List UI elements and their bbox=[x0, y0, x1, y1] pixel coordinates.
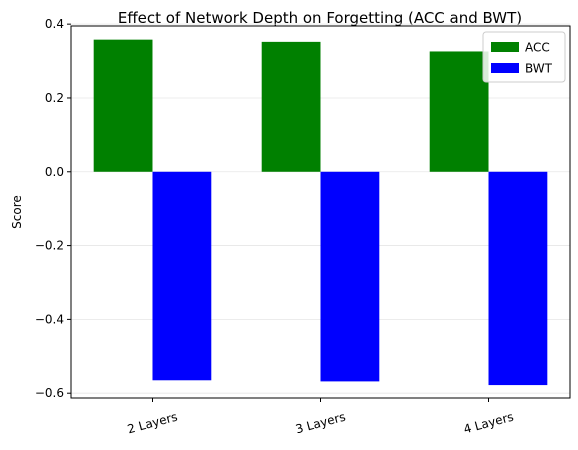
legend-label-bwt: BWT bbox=[525, 62, 553, 76]
bar-bwt-3 bbox=[488, 171, 548, 386]
y-axis-label: Score bbox=[10, 195, 24, 229]
x-tick-label: 4 Layers bbox=[462, 410, 515, 437]
bar-bwt-2 bbox=[320, 171, 380, 382]
y-tick-label: 0.2 bbox=[45, 91, 64, 105]
y-tick-label: 0.4 bbox=[45, 17, 64, 31]
legend-label-acc: ACC bbox=[525, 41, 550, 55]
x-axis: 2 Layers 3 Layers 4 Layers bbox=[126, 398, 515, 436]
legend-swatch-acc bbox=[491, 42, 519, 52]
bar-bwt-1 bbox=[152, 171, 212, 381]
x-tick-label: 3 Layers bbox=[294, 410, 347, 437]
bar-acc-2 bbox=[261, 41, 321, 172]
x-tick-label: 2 Layers bbox=[126, 410, 179, 437]
y-axis: 0.4 0.2 0.0 −0.2 −0.4 −0.6 bbox=[35, 17, 71, 400]
chart-title: Effect of Network Depth on Forgetting (A… bbox=[118, 9, 522, 27]
legend: ACC BWT bbox=[482, 31, 566, 83]
bar-acc-3 bbox=[429, 51, 489, 172]
y-tick-label: −0.6 bbox=[35, 386, 64, 400]
bar-acc-1 bbox=[93, 39, 153, 172]
bars-group bbox=[93, 39, 548, 386]
y-tick-label: 0.0 bbox=[45, 165, 64, 179]
legend-box bbox=[482, 31, 566, 83]
y-tick-label: −0.2 bbox=[35, 239, 64, 253]
legend-swatch-bwt bbox=[491, 63, 519, 73]
y-tick-label: −0.4 bbox=[35, 312, 64, 326]
